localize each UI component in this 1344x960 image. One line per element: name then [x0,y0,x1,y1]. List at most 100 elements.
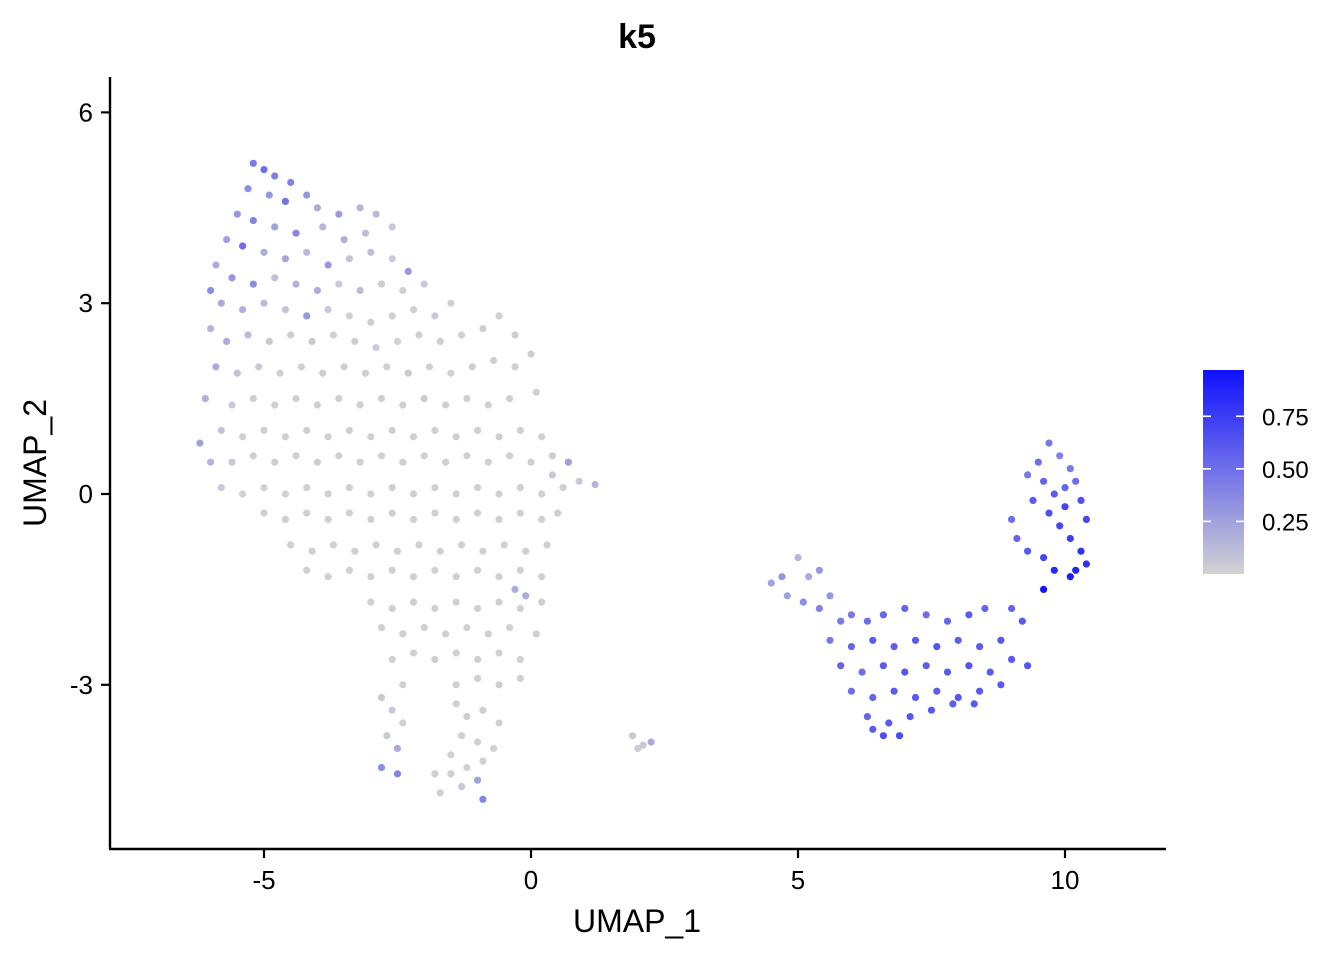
cell-point [287,541,295,549]
cell-point [260,484,268,492]
cell-point [308,337,316,345]
cell-point [647,738,655,746]
cell-point [372,344,380,352]
cell-point [249,280,257,288]
cell-point [420,624,428,632]
cell-point [976,687,984,695]
cell-point [474,509,482,517]
cell-point [495,681,503,689]
cell-point [388,566,396,574]
cell-point [1040,477,1048,485]
cell-point [335,210,343,218]
cell-point [431,484,439,492]
cell-point [436,547,444,555]
cell-point [345,426,353,434]
cell-point [1066,534,1074,543]
cell-point [495,312,503,320]
cell-point [516,484,524,492]
cell-point [217,426,225,434]
cell-point [452,700,460,708]
cell-point [815,566,824,574]
cell-point [474,738,482,746]
cell-point [516,509,524,517]
cell-point [538,490,546,498]
cell-point [340,236,348,244]
cell-point [1029,496,1037,504]
cell-point [474,484,482,492]
cell-point [367,490,375,498]
cell-point [1024,547,1032,555]
cell-point [409,598,418,606]
cell-point [420,395,428,403]
cell-point [223,337,231,345]
cell-point [399,401,407,409]
cell-point [244,185,252,193]
cell-point [239,433,247,441]
cell-point [388,706,396,714]
cell-point [431,655,439,664]
cell-point [538,515,546,524]
cell-point [383,363,391,371]
cell-point [1082,515,1090,524]
cell-point [479,706,487,714]
cell-point [207,325,215,333]
plot-title: k5 [618,18,656,56]
cell-point [356,458,364,466]
cell-point [271,172,279,180]
cell-point [377,280,386,288]
cell-point [249,216,257,225]
cell-point [858,668,866,676]
x-tick-label: 0 [524,865,538,895]
cell-point [869,636,877,644]
cell-point [372,541,380,549]
cell-point [879,732,888,740]
cell-point [479,795,487,803]
cell-point [463,763,471,772]
cell-point [399,719,407,727]
cell-point [516,604,524,613]
cell-point [885,719,893,727]
cell-point [484,458,492,466]
cell-point [393,770,402,778]
cell-point [367,248,375,256]
cell-point [415,541,423,549]
cell-point [393,547,402,555]
cell-point [474,566,482,574]
cell-point [292,229,300,237]
cell-point [383,732,391,740]
cell-point [329,331,337,339]
cell-point [468,363,476,371]
cell-point [890,687,898,695]
cell-point [949,700,957,708]
cell-point [1077,547,1085,555]
cell-point [495,515,503,524]
cell-point [970,700,978,708]
cell-point [516,674,524,683]
cell-point [345,312,353,320]
cell-point [340,363,348,371]
cell-point [367,515,375,524]
cell-point [458,331,466,339]
cell-point [543,541,551,549]
cell-point [388,255,396,263]
cell-point [933,643,941,651]
cell-point [890,643,898,651]
cell-point [933,687,941,695]
cell-point [869,693,877,702]
cell-point [447,369,455,377]
cell-point [799,598,807,606]
cell-point [490,356,498,364]
cell-point [223,236,231,244]
cell-point [356,401,364,409]
cell-point [265,337,273,345]
cell-point [361,369,370,377]
cell-point [431,509,439,517]
cell-point [260,248,268,256]
cell-point [319,223,327,231]
cell-point [1024,662,1032,670]
cell-point [976,643,984,651]
cell-point [335,280,343,288]
cell-point [324,261,332,269]
cell-point [1082,560,1090,568]
cell-point [463,624,471,632]
